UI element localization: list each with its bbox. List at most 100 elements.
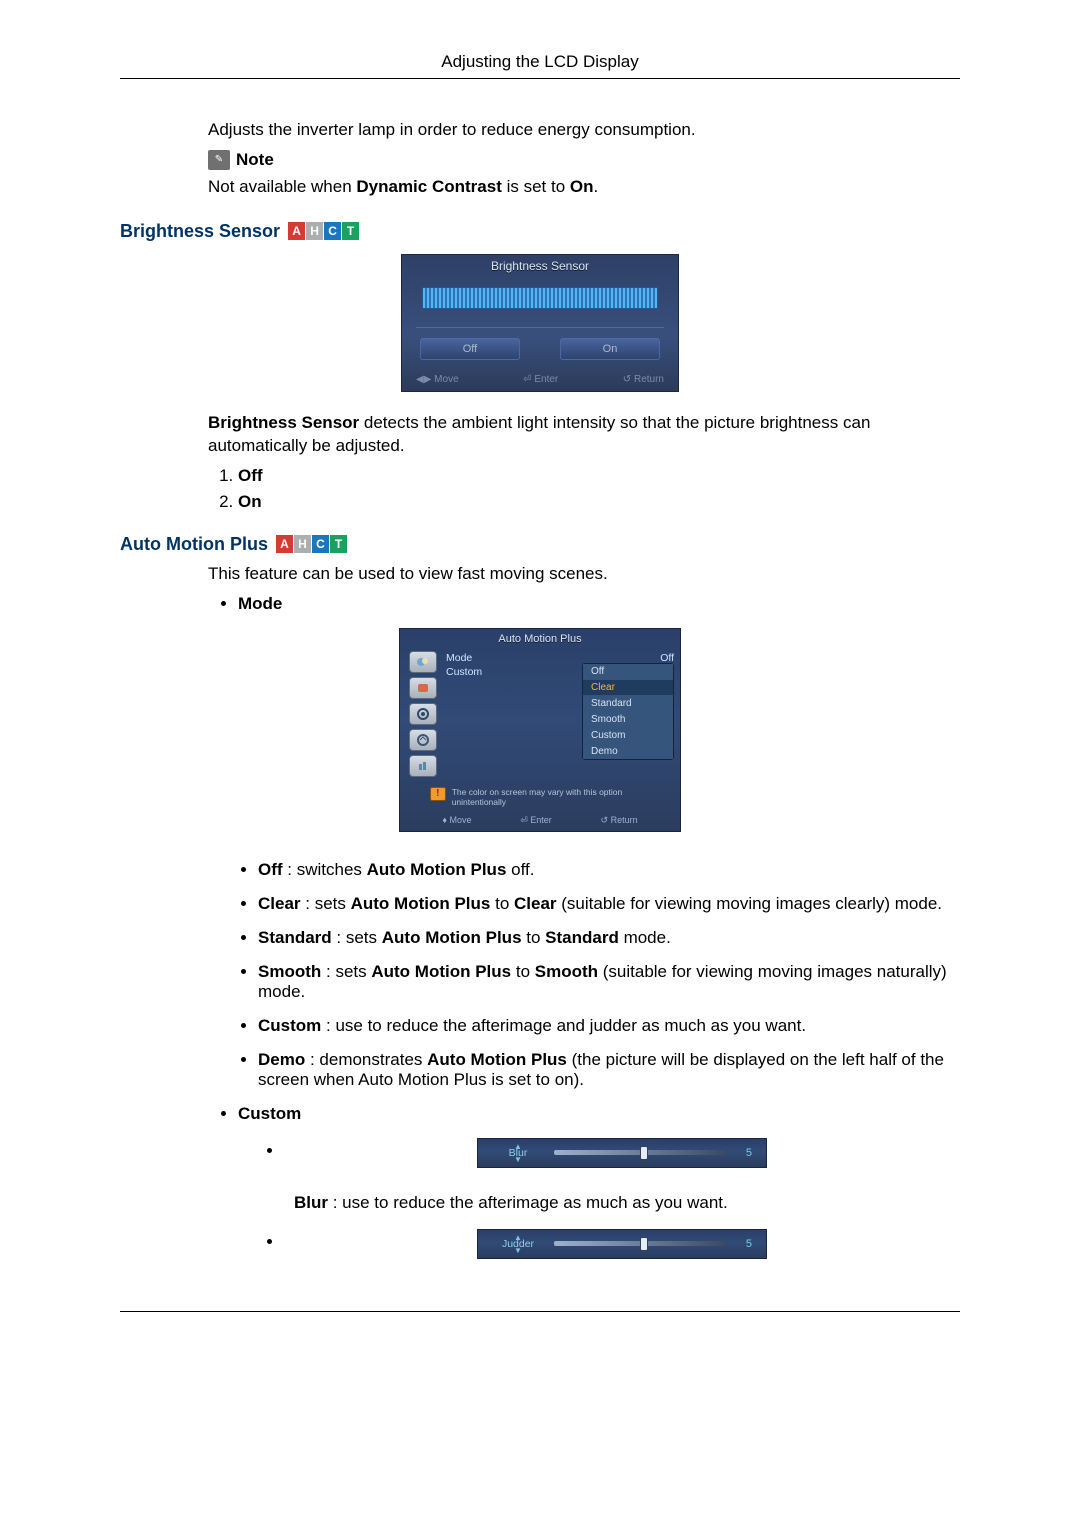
foot-move: ♦ Move	[442, 815, 471, 826]
label-t-icon: T	[330, 535, 347, 553]
mode-custom: Custom : use to reduce the afterimage an…	[258, 1016, 960, 1036]
submenu-item[interactable]: Demo	[583, 743, 673, 759]
label-t-icon: T	[342, 222, 359, 240]
amp-intro-text: This feature can be used to view fast mo…	[208, 563, 960, 586]
osd-progress-bar[interactable]	[422, 287, 658, 309]
foot-return: ↺ Return	[601, 815, 638, 826]
note-icon: ✎	[208, 150, 230, 170]
side-icon-3[interactable]	[409, 703, 437, 725]
note-text: Not available when Dynamic Contrast is s…	[208, 176, 960, 199]
inverter-desc: Adjusts the inverter lamp in order to re…	[208, 119, 960, 142]
amp-row-mode-val: Off	[660, 652, 674, 664]
amp-osd-title: Auto Motion Plus	[400, 629, 680, 647]
note-label: Note	[236, 150, 274, 170]
amp-osd: Auto Motion Plus Mode Off Custom	[399, 628, 681, 832]
foot-return: ↺ Return	[623, 374, 664, 385]
label-a-icon: A	[276, 535, 293, 553]
brightness-heading-text: Brightness Sensor	[120, 221, 280, 242]
amp-warn-text: The color on screen may vary with this o…	[452, 787, 674, 807]
label-c-icon: C	[312, 535, 329, 553]
label-c-icon: C	[324, 222, 341, 240]
amp-top-list: Mode	[216, 594, 960, 614]
mode-smooth: Smooth : sets Auto Motion Plus to Smooth…	[258, 962, 960, 1002]
brightness-osd: Brightness Sensor Off On ◀▶ Move ⏎ Enter…	[401, 254, 679, 392]
mode-demo: Demo : demonstrates Auto Motion Plus (th…	[258, 1050, 960, 1090]
amp-heading-text: Auto Motion Plus	[120, 534, 268, 555]
amp-osd-footer: ♦ Move ⏎ Enter ↺ Return	[400, 811, 680, 831]
brightness-item-off: Off	[238, 466, 960, 486]
mode-off: Off : switches Auto Motion Plus off.	[258, 860, 960, 880]
judder-label: ▲ Judder ▼	[492, 1238, 544, 1250]
amp-submenu: Off Clear Standard Smooth Custom Demo	[582, 663, 674, 760]
osd-separator	[416, 327, 664, 328]
label-a-icon: A	[288, 222, 305, 240]
submenu-item[interactable]: Smooth	[583, 711, 673, 727]
mode-standard: Standard : sets Auto Motion Plus to Stan…	[258, 928, 960, 948]
label-h-icon: H	[306, 222, 323, 240]
labelset: A H C T	[288, 222, 360, 240]
side-icon-5[interactable]	[409, 755, 437, 777]
custom-judder-item: ▲ Judder ▼ 5	[284, 1229, 960, 1271]
blur-desc: Blur : use to reduce the afterimage as m…	[294, 1192, 960, 1215]
label-h-icon: H	[294, 535, 311, 553]
amp-mode-item: Mode	[238, 594, 960, 614]
amp-custom-head: Custom	[238, 1104, 960, 1124]
foot-enter: ⏎ Enter	[523, 374, 558, 385]
arrow-down-icon: ▼	[514, 1246, 522, 1255]
brightness-item-on: On	[238, 492, 960, 512]
note-bold2: On	[570, 177, 594, 196]
intro-paragraph: Adjusts the inverter lamp in order to re…	[208, 119, 960, 199]
osd-on-button[interactable]: On	[560, 338, 660, 360]
top-rule	[120, 78, 960, 79]
judder-slider[interactable]	[554, 1241, 726, 1246]
arrow-up-icon: ▲	[514, 1142, 522, 1151]
mode-clear: Clear : sets Auto Motion Plus to Clear (…	[258, 894, 960, 914]
side-icon-4[interactable]	[409, 729, 437, 751]
amp-modes-list: Off : switches Auto Motion Plus off. Cle…	[236, 860, 960, 1090]
note-bold1: Dynamic Contrast	[356, 177, 501, 196]
labelset: A H C T	[276, 535, 348, 553]
amp-osd-main: Mode Off Custom Off Clear Standard Smoot…	[400, 647, 680, 783]
osd-buttons: Off On	[402, 338, 678, 370]
submenu-item[interactable]: Custom	[583, 727, 673, 743]
brightness-heading: Brightness Sensor A H C T	[120, 221, 960, 242]
amp-row-mode-name: Mode	[446, 652, 472, 664]
amp-osd-center: Mode Off Custom Off Clear Standard Smoot…	[446, 651, 674, 777]
page: Adjusting the LCD Display Adjusts the in…	[0, 0, 1080, 1527]
amp-row-custom-name: Custom	[446, 666, 482, 678]
amp-custom-sub: ▲ Blur ▼ 5 Blur : use to reduce the afte	[262, 1138, 960, 1271]
page-title: Adjusting the LCD Display	[120, 52, 960, 72]
arrow-up-icon: ▲	[514, 1233, 522, 1242]
judder-osd: ▲ Judder ▼ 5	[477, 1229, 767, 1259]
amp-custom-list: Custom	[216, 1104, 960, 1124]
brightness-list: Off On	[216, 466, 960, 512]
amp-heading: Auto Motion Plus A H C T	[120, 534, 960, 555]
blur-slider[interactable]	[554, 1150, 726, 1155]
warn-icon: !	[430, 787, 446, 801]
note-line: ✎ Note	[208, 150, 960, 170]
amp-osd-side-icons	[406, 651, 440, 777]
amp-intro: This feature can be used to view fast mo…	[208, 563, 960, 614]
amp-warn: ! The color on screen may vary with this…	[400, 783, 680, 811]
blur-value: 5	[736, 1147, 752, 1159]
foot-enter: ⏎ Enter	[520, 815, 552, 826]
submenu-item-hi[interactable]: Clear	[583, 679, 673, 695]
brightness-desc-bold: Brightness Sensor	[208, 413, 359, 432]
osd-title: Brightness Sensor	[402, 255, 678, 279]
bottom-rule	[120, 1311, 960, 1312]
note-pre: Not available when	[208, 177, 356, 196]
amp-modes-block: Off : switches Auto Motion Plus off. Cle…	[208, 860, 960, 1271]
osd-footer: ◀▶ Move ⏎ Enter ↺ Return	[402, 370, 678, 391]
side-icon-1[interactable]	[409, 651, 437, 673]
side-icon-2[interactable]	[409, 677, 437, 699]
osd-off-button[interactable]: Off	[420, 338, 520, 360]
note-mid: is set to	[502, 177, 570, 196]
blur-label: ▲ Blur ▼	[492, 1147, 544, 1159]
submenu-item[interactable]: Off	[583, 664, 673, 679]
brightness-desc: Brightness Sensor detects the ambient li…	[208, 412, 960, 458]
note-post: .	[594, 177, 599, 196]
custom-blur-item: ▲ Blur ▼ 5 Blur : use to reduce the afte	[284, 1138, 960, 1215]
submenu-item[interactable]: Standard	[583, 695, 673, 711]
brightness-desc-block: Brightness Sensor detects the ambient li…	[208, 412, 960, 512]
foot-move: ◀▶ Move	[416, 374, 459, 385]
